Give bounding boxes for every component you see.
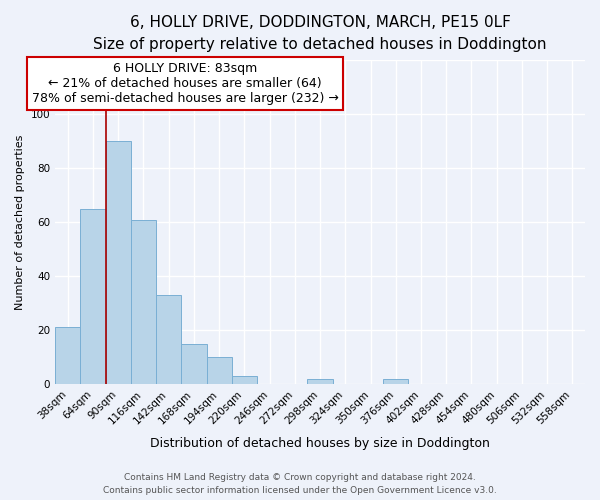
Text: 6 HOLLY DRIVE: 83sqm
← 21% of detached houses are smaller (64)
78% of semi-detac: 6 HOLLY DRIVE: 83sqm ← 21% of detached h… — [32, 62, 338, 105]
Bar — [181, 344, 206, 384]
Text: Contains HM Land Registry data © Crown copyright and database right 2024.
Contai: Contains HM Land Registry data © Crown c… — [103, 474, 497, 495]
Bar — [55, 328, 80, 384]
X-axis label: Distribution of detached houses by size in Doddington: Distribution of detached houses by size … — [150, 437, 490, 450]
Bar — [232, 376, 257, 384]
Bar — [307, 379, 332, 384]
Bar — [206, 357, 232, 384]
Bar — [156, 295, 181, 384]
Bar — [80, 208, 106, 384]
Bar — [106, 142, 131, 384]
Bar — [383, 379, 409, 384]
Title: 6, HOLLY DRIVE, DODDINGTON, MARCH, PE15 0LF
Size of property relative to detache: 6, HOLLY DRIVE, DODDINGTON, MARCH, PE15 … — [94, 15, 547, 52]
Y-axis label: Number of detached properties: Number of detached properties — [15, 134, 25, 310]
Bar — [131, 220, 156, 384]
